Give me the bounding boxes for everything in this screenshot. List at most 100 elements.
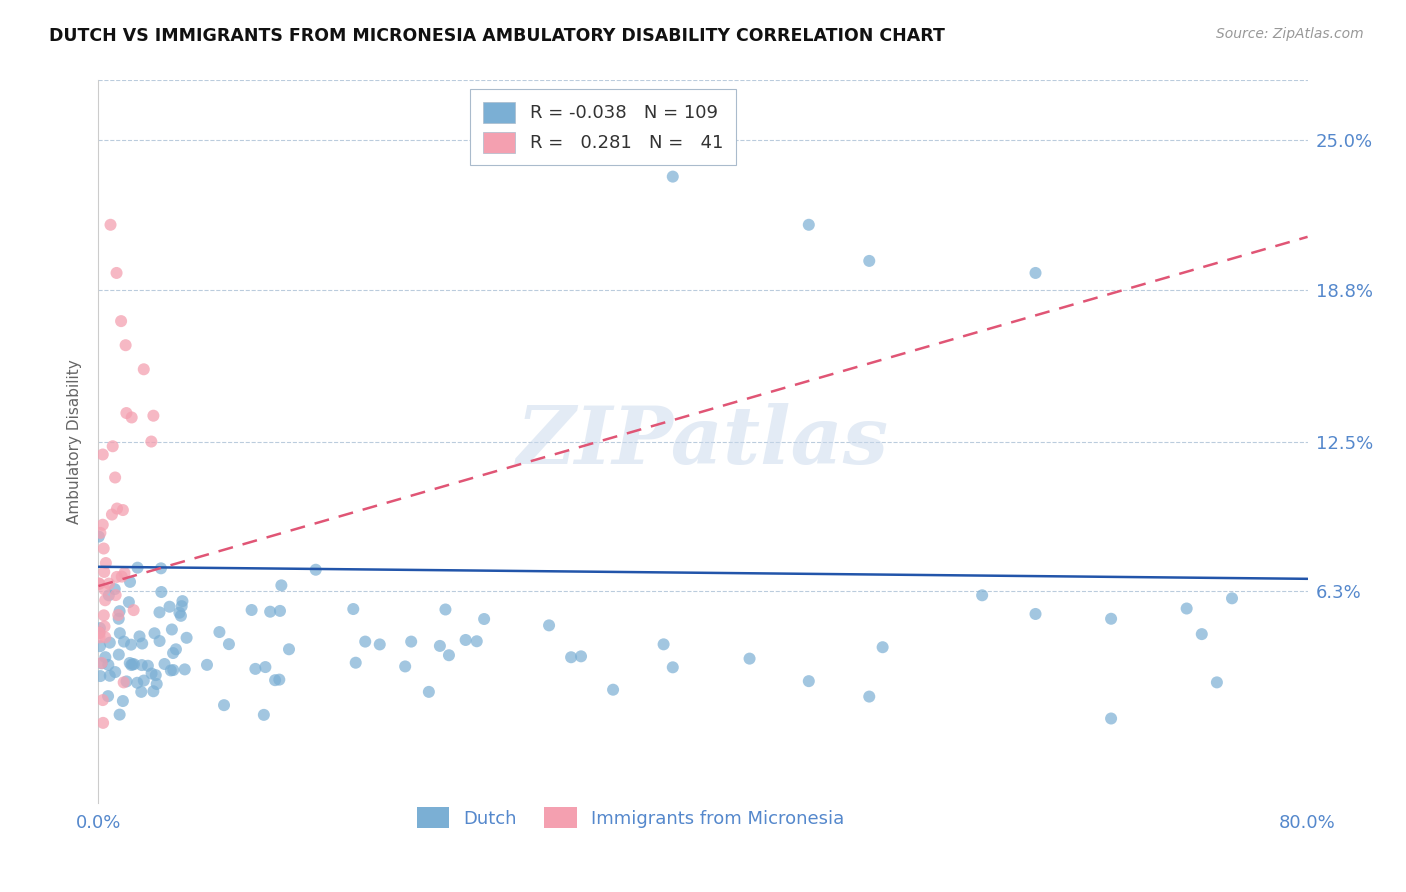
Point xyxy=(160,664,183,678)
Point xyxy=(465,634,488,648)
Point xyxy=(142,684,165,698)
Point xyxy=(94,593,117,607)
Point xyxy=(105,570,128,584)
Point xyxy=(160,623,183,637)
Point xyxy=(91,448,114,462)
Point xyxy=(93,541,115,556)
Point xyxy=(89,631,111,645)
Point xyxy=(127,560,149,574)
Point xyxy=(93,582,115,597)
Point xyxy=(218,637,240,651)
Point xyxy=(259,605,281,619)
Point xyxy=(104,588,127,602)
Point xyxy=(89,525,111,540)
Point xyxy=(89,669,111,683)
Y-axis label: Ambulatory Disability: Ambulatory Disability xyxy=(67,359,83,524)
Point xyxy=(240,603,263,617)
Point xyxy=(269,604,291,618)
Point xyxy=(111,569,134,583)
Point xyxy=(972,588,994,602)
Point xyxy=(270,578,292,592)
Point xyxy=(661,660,683,674)
Point xyxy=(253,707,276,722)
Point xyxy=(120,658,142,673)
Point xyxy=(858,690,880,704)
Point xyxy=(132,362,155,376)
Point xyxy=(94,650,117,665)
Point xyxy=(90,657,112,671)
Point xyxy=(1024,607,1046,621)
Point xyxy=(170,599,193,614)
Legend: Dutch, Immigrants from Micronesia: Dutch, Immigrants from Micronesia xyxy=(408,798,853,837)
Point xyxy=(115,674,138,689)
Point xyxy=(429,639,451,653)
Point xyxy=(269,673,291,687)
Point xyxy=(104,582,127,596)
Point xyxy=(165,642,187,657)
Point xyxy=(89,621,111,635)
Point xyxy=(145,668,167,682)
Point xyxy=(254,660,277,674)
Point xyxy=(1220,591,1243,606)
Text: Source: ZipAtlas.com: Source: ZipAtlas.com xyxy=(1216,27,1364,41)
Point xyxy=(738,651,761,665)
Point xyxy=(153,657,176,671)
Point xyxy=(97,588,120,602)
Point xyxy=(176,631,198,645)
Point xyxy=(112,675,135,690)
Point xyxy=(108,626,131,640)
Point xyxy=(602,682,624,697)
Point xyxy=(87,625,110,640)
Point xyxy=(1024,266,1046,280)
Point xyxy=(342,602,364,616)
Point xyxy=(569,649,592,664)
Point xyxy=(136,658,159,673)
Point xyxy=(149,561,172,575)
Point xyxy=(104,470,127,484)
Point xyxy=(97,576,120,591)
Point xyxy=(118,574,141,589)
Point xyxy=(173,662,195,676)
Text: DUTCH VS IMMIGRANTS FROM MICRONESIA AMBULATORY DISABILITY CORRELATION CHART: DUTCH VS IMMIGRANTS FROM MICRONESIA AMBU… xyxy=(49,27,945,45)
Point xyxy=(98,669,121,683)
Point xyxy=(101,439,124,453)
Point xyxy=(104,665,127,679)
Point xyxy=(1206,675,1229,690)
Point xyxy=(159,599,181,614)
Point xyxy=(89,626,111,640)
Point xyxy=(97,689,120,703)
Point xyxy=(797,674,820,689)
Point xyxy=(118,595,141,609)
Point xyxy=(89,577,111,591)
Point xyxy=(94,631,117,645)
Point xyxy=(93,608,115,623)
Point xyxy=(394,659,416,673)
Point xyxy=(94,556,117,570)
Point xyxy=(110,314,132,328)
Point xyxy=(437,648,460,663)
Point xyxy=(91,517,114,532)
Point xyxy=(143,626,166,640)
Point xyxy=(652,637,675,651)
Point xyxy=(87,530,110,544)
Point xyxy=(399,634,422,648)
Point xyxy=(107,607,129,622)
Point xyxy=(105,501,128,516)
Point xyxy=(91,693,114,707)
Point xyxy=(122,657,145,672)
Point xyxy=(93,565,115,579)
Point xyxy=(108,604,131,618)
Point xyxy=(145,677,167,691)
Point xyxy=(195,657,218,672)
Point xyxy=(114,566,136,580)
Point xyxy=(115,406,138,420)
Point xyxy=(162,663,184,677)
Point xyxy=(368,637,391,651)
Point xyxy=(172,594,194,608)
Point xyxy=(89,639,111,653)
Point xyxy=(149,634,172,648)
Text: ZIPatlas: ZIPatlas xyxy=(517,403,889,480)
Point xyxy=(87,576,110,591)
Point xyxy=(148,605,170,619)
Point xyxy=(98,635,121,649)
